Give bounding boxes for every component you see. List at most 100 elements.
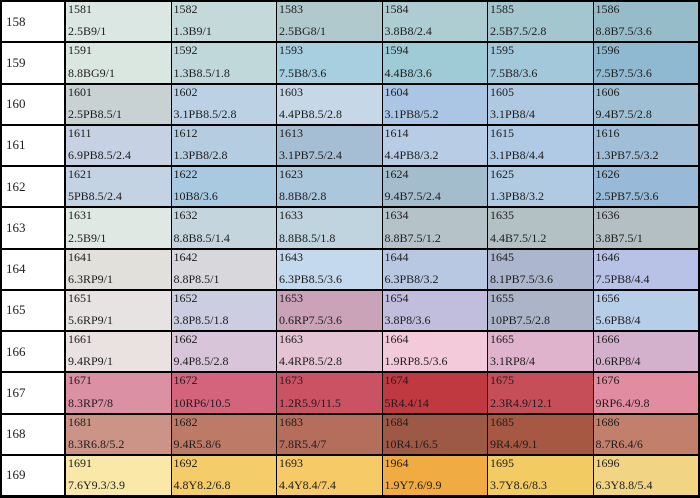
table-row: 168 1681 8.3R6.8/5.2 1682 9.4R5.8/6 1683 7.8R5…	[2, 414, 698, 456]
munsell-code: 9R4.4/9.1	[490, 436, 538, 451]
munsell-code: 10RP6/10.5	[173, 395, 231, 410]
color-id: 1665	[490, 332, 514, 346]
munsell-code: 1.3PB7.5/3.2	[595, 148, 659, 163]
munsell-code: 3.8B8/2.4	[384, 24, 432, 39]
color-id: 1633	[279, 208, 303, 223]
color-id: 1664	[384, 332, 409, 346]
color-swatch-cell: 1583 2.5BG8/1	[277, 2, 383, 42]
table-row: 162 1621 5PB8.5/2.4 1622 10B8/3.6 1623 8.8B8/2…	[2, 167, 698, 209]
color-id: 1652	[173, 290, 198, 305]
munsell-code: 6.3PB8/3.2	[384, 271, 439, 286]
row-group-label: 165	[2, 290, 66, 330]
color-swatch-cell: 1591 8.8BG9/1	[66, 43, 172, 83]
color-swatch-cell: 1611 6.9PB8.5/2.4	[66, 125, 172, 165]
munsell-code: 1.2R5.9/11.5	[279, 395, 341, 410]
color-id: 1655	[490, 290, 514, 305]
munsell-code: 3.1PB8/5.2	[384, 106, 439, 121]
munsell-code: 10PB7.5/2.8	[490, 313, 551, 328]
color-swatch-cell: 1582 1.3B9/1	[171, 2, 277, 42]
color-swatch-cell: 1664 1.9RP8.5/3.6	[382, 332, 488, 372]
row-group-label: 159	[2, 43, 66, 83]
munsell-code: 9.4B7.5/2.8	[595, 106, 652, 121]
color-id: 1643	[279, 249, 303, 264]
munsell-code: 4.4RP8.5/2.8	[279, 354, 343, 369]
color-id: 1613	[279, 125, 303, 140]
munsell-code: 7.8R5.4/7	[279, 436, 327, 451]
row-group-label: 163	[2, 208, 66, 248]
color-id: 1674	[384, 373, 409, 388]
color-swatch-cell: 1581 2.5B9/1	[66, 2, 172, 42]
color-id: 1651	[68, 290, 92, 305]
munsell-code: 8.1PB7.5/3.6	[490, 271, 554, 286]
color-swatch-cell: 1665 3.1RP8/4	[488, 332, 594, 372]
color-swatch-cell: 1616 1.3PB7.5/3.2	[593, 125, 698, 165]
color-id: 1672	[173, 373, 198, 388]
color-id: 1616	[595, 125, 620, 140]
color-id: 1623	[279, 167, 303, 181]
color-swatch-cell: 1602 3.1PB8.5/2.8	[171, 84, 277, 124]
color-id: 1596	[595, 43, 620, 58]
color-id: 1644	[384, 249, 409, 264]
color-swatch-cell: 1622 10B8/3.6	[171, 167, 277, 207]
table-row: 159 1591 8.8BG9/1 1592 1.3B8.5/1.8 1593 7.5B8/…	[2, 43, 698, 85]
color-swatch-cell: 1691 7.6Y9.3/3.9	[66, 455, 172, 495]
munsell-code: 8.8P8.5/1	[173, 271, 220, 286]
color-swatch-cell: 1654 3.8P8/3.6	[382, 290, 488, 330]
color-swatch-cell: 1663 4.4RP8.5/2.8	[277, 332, 383, 372]
color-swatch-cell: 1676 9RP6.4/9.8	[593, 373, 698, 413]
color-swatch-cell: 1605 3.1PB8/4	[488, 84, 594, 124]
munsell-code: 3.1RP8/4	[490, 354, 536, 369]
munsell-code: 8.8B7.5/3.6	[595, 24, 652, 39]
color-swatch-cell: 1586 8.8B7.5/3.6	[593, 2, 698, 42]
color-swatch-cell: 1693 4.4Y8.4/7.4	[277, 455, 383, 495]
color-swatch-cell: 1634 8.8B7.5/1.2	[382, 208, 488, 248]
munsell-code: 4.4Y8.4/7.4	[279, 478, 336, 493]
munsell-code: 4.8Y8.2/6.8	[173, 478, 231, 493]
color-id: 1683	[279, 414, 303, 429]
color-id: 1695	[490, 455, 514, 470]
color-swatch-cell: 1615 3.1PB8/4.4	[488, 125, 594, 165]
munsell-code: 2.3R4.9/12.1	[490, 395, 553, 410]
color-swatch-cell: 1593 7.5B8/3.6	[277, 43, 383, 83]
row-group-label: 167	[2, 373, 66, 413]
color-id: 1666	[595, 332, 620, 346]
munsell-code: 5R4.4/14	[384, 395, 429, 410]
color-swatch-cell: 1672 10RP6/10.5	[171, 373, 277, 413]
color-id: 1606	[595, 84, 620, 99]
color-id: 1661	[68, 332, 92, 346]
color-id: 1634	[384, 208, 409, 223]
munsell-code: 5.6PB8/4	[595, 313, 641, 328]
color-id: 1641	[68, 249, 92, 264]
color-swatch-cell: 1636 3.8B7.5/1	[593, 208, 698, 248]
munsell-code: 7.5B8/3.6	[490, 65, 538, 80]
munsell-code: 3.8P8.5/1.8	[173, 313, 229, 328]
color-swatch-cell: 1656 5.6PB8/4	[593, 290, 698, 330]
color-id: 1636	[595, 208, 620, 223]
color-swatch-cell: 1666 0.6RP8/4	[593, 332, 698, 372]
table-row: 169 1691 7.6Y9.3/3.9 1692 4.8Y8.2/6.8 1693 4.4…	[2, 455, 698, 495]
color-swatch-cell: 1621 5PB8.5/2.4	[66, 167, 172, 207]
color-swatch-cell: 1614 4.4PB8/3.2	[382, 125, 488, 165]
munsell-code: 6.3Y8.8/5.4	[595, 478, 653, 493]
color-id: 1631	[68, 208, 92, 223]
munsell-code: 1.9Y7.6/9.9	[384, 478, 442, 493]
color-swatch-cell: 1594 4.4B8/3.6	[382, 43, 488, 83]
munsell-code: 2.5PB8.5/1	[68, 106, 123, 121]
munsell-code: 9.4B7.5/2.4	[384, 189, 441, 204]
munsell-code: 2.5B7.5/2.8	[490, 24, 547, 39]
table-row: 165 1651 5.6RP9/1 1652 3.8P8.5/1.8 1653 0.6RP7…	[2, 290, 698, 332]
color-id: 1592	[173, 43, 198, 58]
color-id: 1645	[490, 249, 514, 264]
color-id: 1621	[68, 167, 92, 181]
munsell-code: 2.5BG8/1	[279, 24, 327, 39]
table-row: 160 1601 2.5PB8.5/1 1602 3.1PB8.5/2.8 1603 4.4…	[2, 84, 698, 126]
color-swatch-cell: 1692 4.8Y8.2/6.8	[171, 455, 277, 495]
munsell-code: 6.9PB8.5/2.4	[68, 148, 132, 163]
color-id: 1595	[490, 43, 514, 58]
color-id: 1682	[173, 414, 198, 429]
color-swatch-cell: 1635 4.4B7.5/1.2	[488, 208, 594, 248]
munsell-code: 6.3PB8.5/3.6	[279, 271, 343, 286]
color-id: 1591	[68, 43, 92, 58]
color-swatch-cell: 1644 6.3PB8/3.2	[382, 249, 488, 289]
color-swatch-cell: 1624 9.4B7.5/2.4	[382, 167, 488, 207]
